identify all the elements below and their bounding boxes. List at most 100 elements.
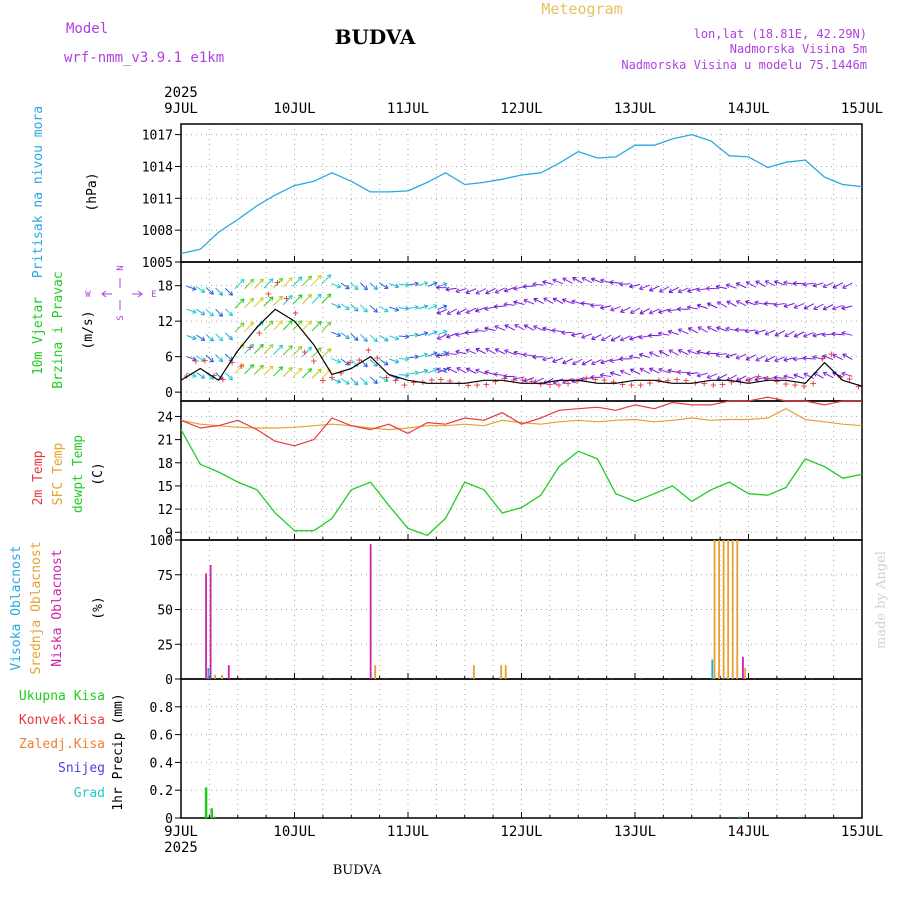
wind-arrow-head	[774, 332, 778, 336]
wind-arrow-head	[465, 349, 469, 354]
wind-arrow	[696, 351, 708, 355]
wind-arrow-head	[445, 351, 450, 354]
wind-arrow-head	[336, 361, 341, 364]
wind-arrow	[196, 286, 205, 293]
wind-arrow-head	[281, 344, 284, 350]
wind-arrow-head	[686, 371, 691, 375]
wind-arrow	[620, 306, 631, 313]
wind-arrow-head	[242, 298, 245, 304]
wind-arrow	[842, 282, 853, 289]
wind-arrow-head	[465, 289, 469, 294]
wind-arrow-head	[504, 349, 508, 354]
precip-legend-frozen: Zaledj.Kisa	[19, 737, 105, 752]
wind-arrow	[224, 308, 233, 317]
wind-arrow-head	[395, 307, 400, 311]
wind-arrow-head	[802, 355, 807, 359]
wind-arrow	[716, 326, 728, 332]
wind-arrow	[282, 277, 293, 288]
wind-arrow	[822, 282, 834, 288]
wind-arrow-head	[726, 283, 731, 286]
wind-arrow	[600, 305, 612, 309]
wind-arrow	[678, 328, 689, 335]
wind-arrow-head	[668, 288, 672, 293]
wind-arrow-head	[249, 297, 254, 300]
precip-unit: 1hr Precip (mm)	[111, 693, 126, 810]
wind-arrow-head	[405, 308, 410, 311]
wind-arrow	[687, 372, 699, 375]
temp-2m-line	[180, 396, 862, 447]
wind-arrow-head	[202, 336, 206, 341]
gust-marker: +	[583, 371, 590, 384]
panel-pressure: 1005 1008 1011 1014 1017	[142, 123, 863, 271]
wind-arrow-head	[812, 335, 817, 338]
pressure-unit: (hPa)	[85, 172, 100, 211]
wind-arrow	[379, 375, 389, 382]
wind-arrow-head	[455, 332, 459, 336]
wind-arrow-head	[696, 351, 701, 355]
credit-text: made by Angel	[874, 551, 889, 649]
wind-arrow	[196, 334, 205, 341]
gust-marker: +	[646, 377, 653, 390]
wind-arrow-head	[735, 300, 739, 305]
cloud-bar-high	[527, 677, 529, 679]
wind-arrow-head	[687, 350, 691, 354]
wind-arrow	[764, 280, 776, 287]
wind-arrow-head	[572, 360, 576, 365]
wind-arrow-head	[442, 304, 447, 307]
wind-arrow-head	[268, 344, 274, 347]
dewpt-line	[180, 429, 863, 537]
wind-arrow	[253, 297, 264, 308]
wind-arrow	[794, 331, 805, 338]
wind-arrow-head	[812, 356, 816, 360]
wind-arrow	[369, 359, 378, 367]
wind-arrow-head	[503, 374, 508, 378]
wind-arrow	[484, 306, 496, 310]
wind-arrow-head	[228, 338, 233, 341]
wind-arrow-head	[319, 275, 322, 280]
wind-arrow-head	[763, 376, 768, 380]
wind-arrow-head	[414, 370, 419, 373]
wind-arrow-head	[745, 356, 749, 361]
gust-marker: +	[356, 354, 363, 367]
wind-arrow-head	[310, 276, 312, 281]
wind-arrow-head	[319, 294, 322, 299]
gust-marker: +	[465, 379, 472, 392]
wind-arrow-head	[211, 290, 214, 295]
wind-arrow-head	[619, 284, 624, 287]
wind-arrow	[446, 308, 458, 315]
wind-arrow	[668, 286, 679, 293]
wind-arrow-head	[353, 309, 359, 312]
wind-arrow	[504, 349, 515, 356]
wind-arrow-head	[735, 282, 739, 287]
wind-arrow	[591, 359, 602, 365]
cloud-bar-high	[782, 677, 784, 679]
wind-arrow-head	[620, 308, 624, 313]
wind-arrow-head	[609, 279, 614, 283]
wind-arrow	[485, 348, 496, 355]
wind-arrow	[379, 282, 389, 289]
wind-arrow-head	[803, 336, 808, 338]
wind-arrow-head	[629, 283, 633, 288]
wind-arrow-head	[639, 310, 643, 314]
wind-arrow	[736, 282, 747, 289]
gust-marker: +	[220, 373, 227, 386]
wind-arrow-head	[754, 329, 759, 334]
wind-arrow	[802, 357, 814, 360]
wind-arrow	[542, 327, 554, 332]
wind-arrow	[379, 335, 389, 342]
wind-arrow-head	[353, 383, 359, 386]
cloud-bar-mid	[736, 540, 739, 679]
gust-marker: +	[438, 373, 445, 386]
wind-arrow-head	[667, 310, 672, 314]
wind-arrow-head	[192, 338, 197, 341]
precip-legend-conv: Konvek.Kisa	[19, 713, 105, 728]
pressure-ylabel: Pritisak na nivou mora	[31, 106, 46, 278]
wind-arrow-head	[793, 374, 797, 379]
wind-arrow	[282, 367, 293, 378]
wind-arrow-head	[677, 308, 682, 312]
wind-arrow-head	[572, 277, 576, 282]
wind-arrow-head	[783, 359, 788, 363]
wind-arrow-head	[385, 361, 389, 366]
wind-arrow-head	[300, 346, 303, 351]
wind-arrow-head	[310, 368, 312, 373]
